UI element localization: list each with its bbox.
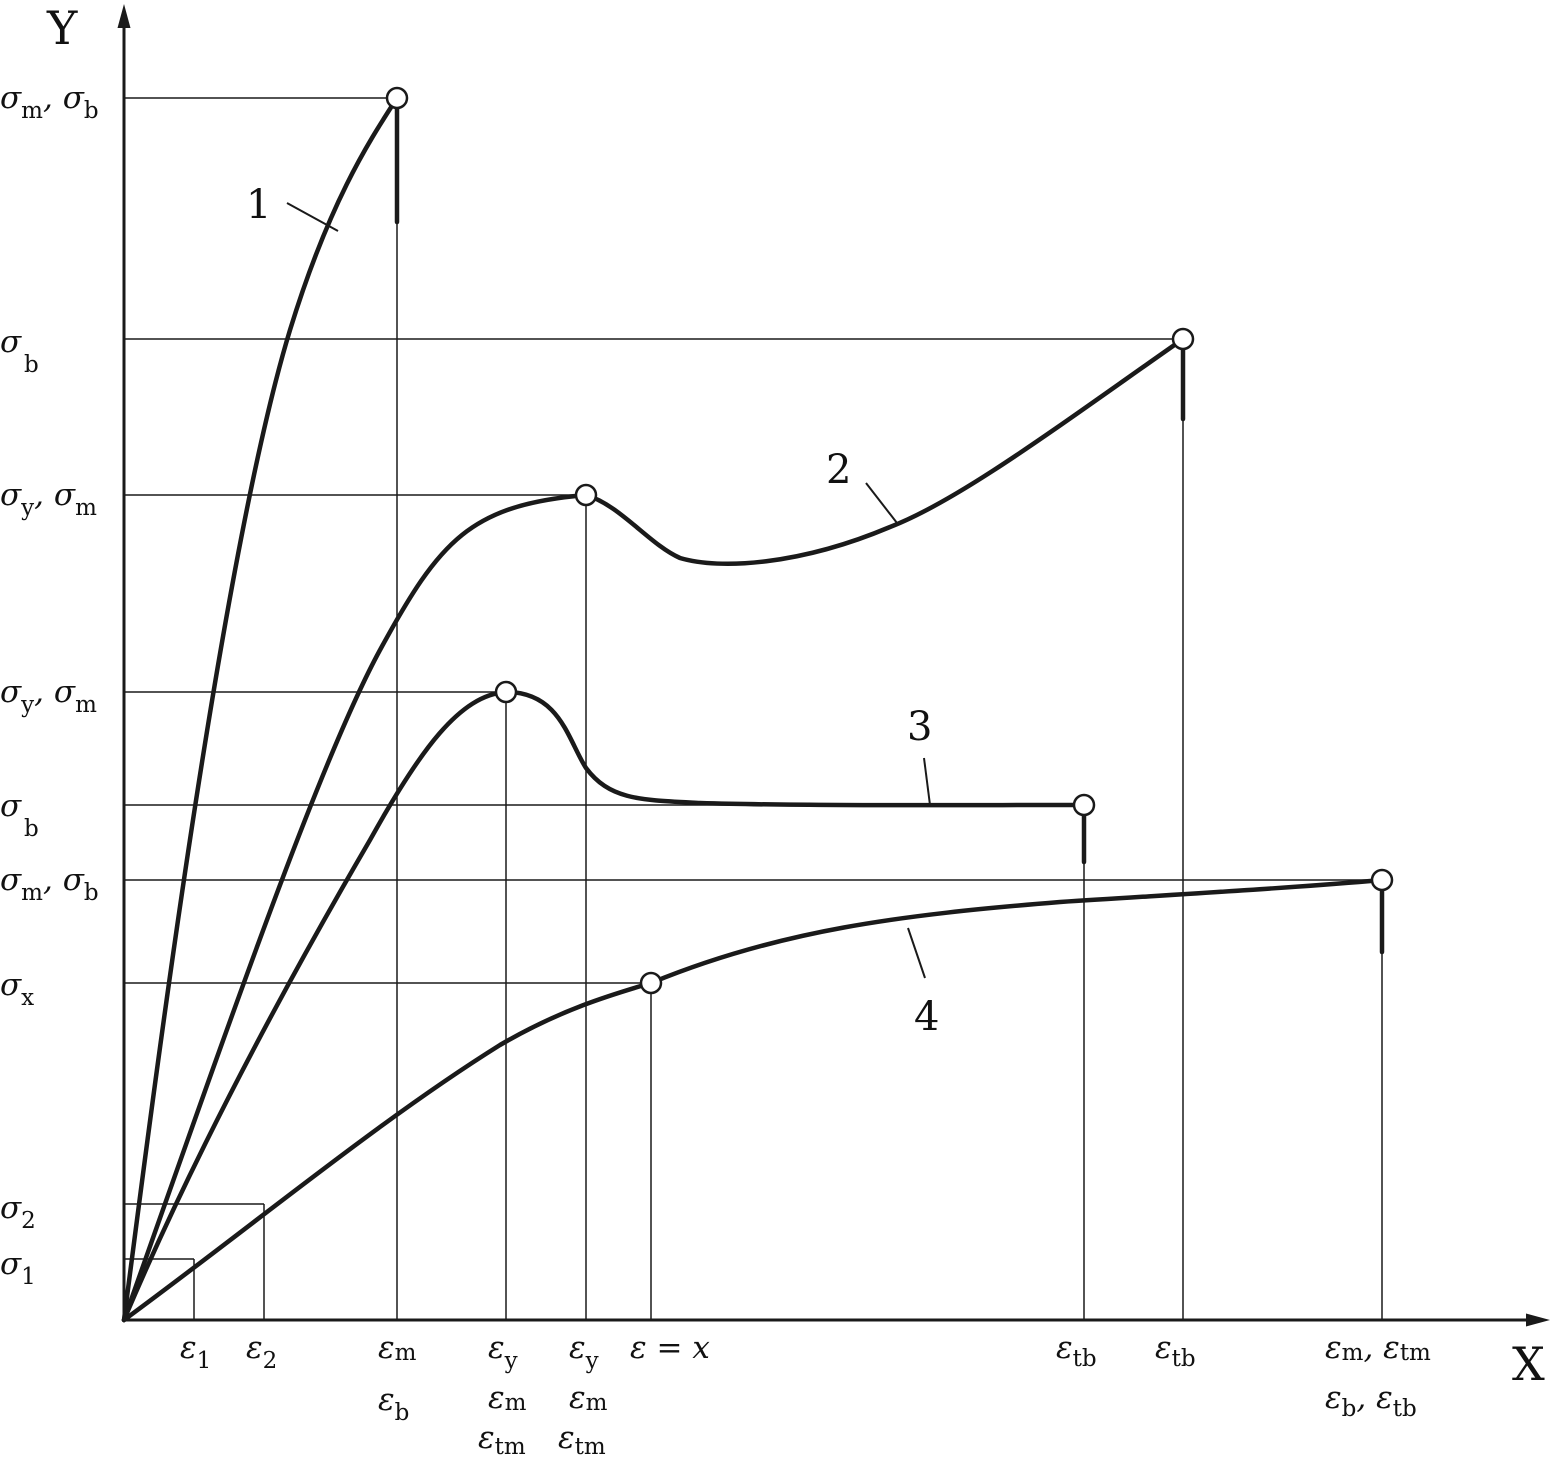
y-label-3: σy, σm xyxy=(0,477,97,521)
curve-3 xyxy=(121,689,1087,1323)
y-label-5: σb xyxy=(0,788,39,842)
x-label-7: εtm xyxy=(478,1420,526,1457)
x-label-15: εb, εtb xyxy=(1325,1380,1417,1422)
y-label-1: σm, σb xyxy=(0,80,99,124)
curve-numbers: 1 2 3 4 xyxy=(246,182,939,1040)
x-axis-labels: ε1 ε2 εm εb εy εm εtm εy εm εtm ε = x εt… xyxy=(180,1330,1431,1457)
curves xyxy=(121,95,1385,1323)
x-label-5: εy xyxy=(488,1330,518,1374)
x-label-1: ε1 xyxy=(180,1330,211,1374)
curve-leaders xyxy=(286,202,931,979)
y-label-8: σ2 xyxy=(0,1190,36,1234)
y-axis-labels: σm, σb σb σy, σm σy, σm σb σm, σb σx σ2 … xyxy=(0,80,99,1290)
x-axis-arrowhead xyxy=(1526,1313,1550,1327)
curve-label-2: 2 xyxy=(826,447,851,493)
x-label-13: εtb xyxy=(1155,1330,1196,1372)
y-axis-arrowhead xyxy=(117,4,131,28)
curve-label-1: 1 xyxy=(246,182,271,228)
x-label-4: εb xyxy=(378,1382,409,1426)
marker-7 xyxy=(639,971,663,995)
marker-1 xyxy=(385,86,409,110)
axes: Y X xyxy=(46,1,1550,1391)
y-axis-name: Y xyxy=(46,1,78,55)
y-label-6: σm, σb xyxy=(0,862,99,906)
x-label-9: εm xyxy=(569,1380,608,1416)
marker-4 xyxy=(494,680,518,704)
x-label-2: ε2 xyxy=(246,1330,277,1374)
leader-1 xyxy=(286,202,339,232)
y-label-2: σb xyxy=(0,324,39,378)
marker-6 xyxy=(1370,868,1394,892)
marker-3 xyxy=(574,483,598,507)
leader-2 xyxy=(865,482,898,524)
curve-2 xyxy=(121,336,1186,1323)
curve-label-4: 4 xyxy=(914,994,939,1040)
vertical-guides xyxy=(193,98,1383,1320)
curve-label-3: 3 xyxy=(907,704,932,750)
horizontal-guides xyxy=(124,97,1382,1260)
leader-3 xyxy=(923,757,931,806)
curve-1 xyxy=(121,95,400,1323)
x-label-10: εtm xyxy=(558,1420,606,1457)
x-label-11: ε = x xyxy=(630,1330,710,1366)
marker-2 xyxy=(1171,327,1195,351)
y-label-9: σ1 xyxy=(0,1246,36,1290)
break-ticks xyxy=(394,95,1385,955)
x-label-8: εy xyxy=(569,1330,599,1374)
x-label-14: εm, εtm xyxy=(1325,1330,1431,1366)
x-label-3: εm xyxy=(378,1330,417,1366)
curve-4 xyxy=(121,877,1385,1323)
y-label-7: σx xyxy=(0,967,34,1011)
y-label-4: σy, σm xyxy=(0,674,97,718)
x-axis-name: X xyxy=(1512,1337,1545,1391)
x-label-6: εm xyxy=(488,1380,527,1416)
x-label-12: εtb xyxy=(1056,1330,1097,1372)
marker-5 xyxy=(1072,793,1096,817)
point-markers xyxy=(385,86,1394,995)
leader-4 xyxy=(907,927,926,979)
